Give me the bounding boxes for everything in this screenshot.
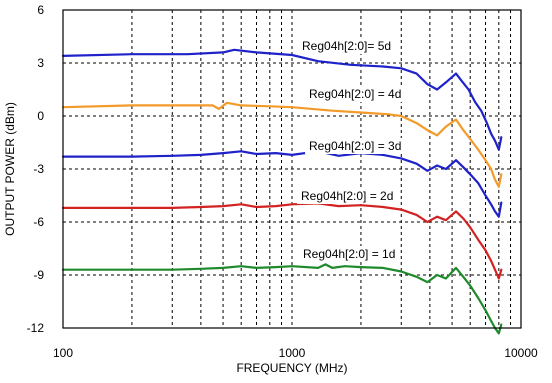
y-tick-label: -9 [33, 268, 44, 282]
series-label-4d: Reg04h[2:0] = 4d [309, 87, 401, 101]
series-label-background [299, 246, 400, 262]
grid-lines [63, 10, 521, 328]
x-axis-title: FREQUENCY (MHz) [236, 361, 347, 375]
plot-frame [62, 9, 522, 329]
series-line-4d [61, 101, 503, 188]
series-label-background [298, 38, 396, 54]
series-label-5d: Reg04h[2:0]= 5d [302, 39, 391, 53]
series-label-3d: Reg04h[2:0] = 3d [309, 139, 401, 153]
series-labels: Reg04h[2:0]= 5d Reg04h[2:0] = 4d Reg04h[2:… [297, 38, 406, 262]
series-label-background [297, 188, 398, 204]
x-tick-label: 1000 [279, 346, 306, 360]
y-tick-label: -3 [33, 162, 44, 176]
y-tick-label: 0 [37, 109, 44, 123]
series-label-background [305, 138, 406, 154]
x-tick-label: 10000 [504, 346, 538, 360]
series-label-background [305, 86, 406, 102]
series-line-3d [61, 150, 503, 218]
series-line-1d [61, 263, 503, 335]
series-label-2d: Reg04h[2:0] = 2d [301, 189, 393, 203]
series-label-1d: Reg04h[2:0] = 1d [303, 247, 395, 261]
y-axis-title: OUTPUT POWER (dBm) [3, 102, 17, 236]
series-line-2d [61, 202, 503, 280]
y-tick-label: 3 [37, 56, 44, 70]
y-tick-label: -12 [27, 321, 45, 335]
y-tick-label: -6 [33, 215, 44, 229]
y-tick-label: 6 [37, 3, 44, 17]
x-tick-label: 100 [53, 346, 73, 360]
tick-labels: 100 1000 10000 6 3 0 -3 -6 -9 -12 [27, 3, 538, 360]
series-line-5d [61, 48, 503, 151]
series-layer [61, 48, 503, 335]
